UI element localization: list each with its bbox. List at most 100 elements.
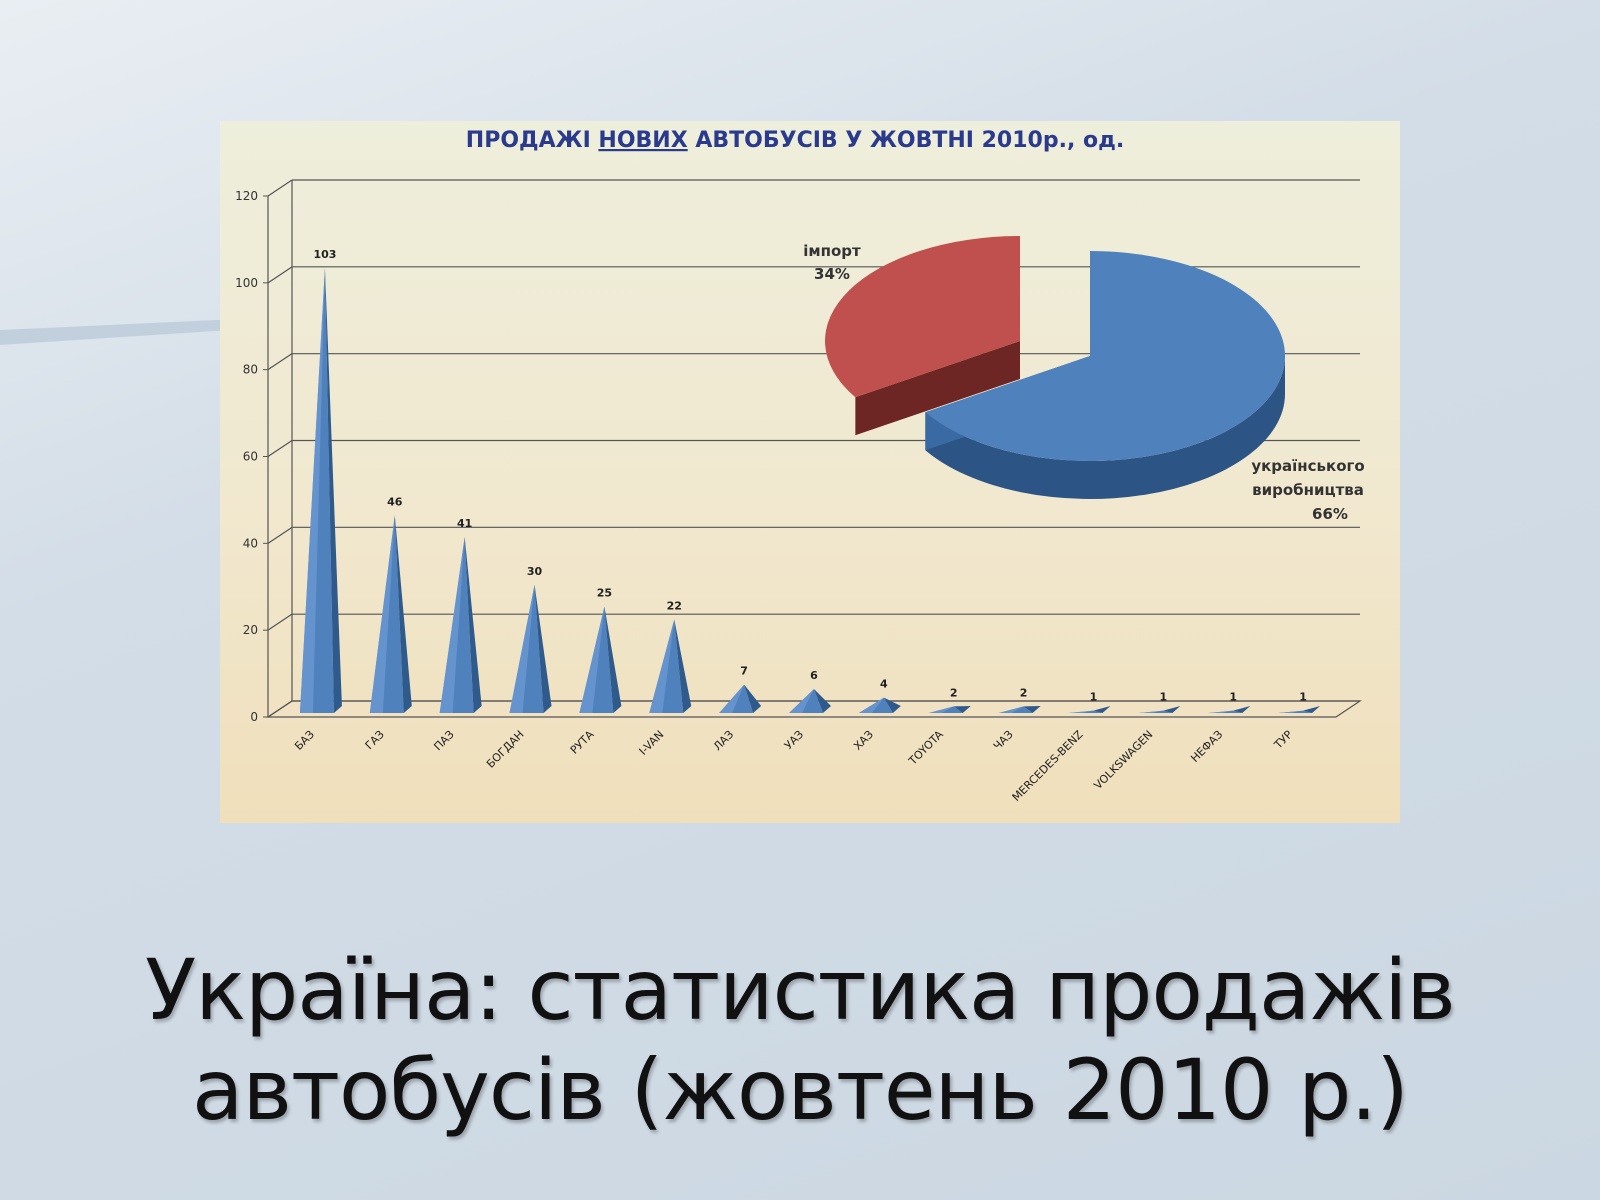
bar-highlight bbox=[928, 706, 954, 713]
gridline-depth bbox=[267, 179, 293, 197]
x-tick-label: ПАЗ bbox=[431, 728, 456, 753]
x-tick-label: ЛАЗ bbox=[711, 728, 736, 753]
bar bbox=[579, 606, 622, 713]
y-tick-label: 40 bbox=[243, 536, 258, 550]
x-tick-label: I-VAN bbox=[637, 728, 667, 758]
data-label: 1 bbox=[1299, 691, 1307, 704]
gridline-depth bbox=[267, 526, 293, 544]
bar-highlight bbox=[789, 688, 814, 713]
pie-label-ua-value: 66% bbox=[1312, 505, 1348, 523]
bar bbox=[509, 584, 552, 713]
chart-title-part3: АВТОБУСІВ У ЖОВТНІ 2010р., од. bbox=[688, 128, 1125, 153]
slide-title: Україна: статистика продажів автобусів (… bbox=[0, 940, 1600, 1140]
chart-title-part2-underlined: НОВИХ bbox=[598, 128, 687, 153]
bar-side-face bbox=[883, 697, 901, 713]
x-tick-label: БОГДАН bbox=[484, 728, 527, 771]
slide-title-line2: автобусів (жовтень 2010 р.) bbox=[192, 1041, 1409, 1139]
bar-highlight bbox=[579, 606, 605, 713]
slide-title-line1: Україна: статистика продажів bbox=[145, 941, 1456, 1039]
bar-side-face bbox=[1233, 706, 1251, 713]
bar bbox=[1068, 706, 1111, 713]
x-tick-label: TOYOTA bbox=[906, 728, 947, 769]
chart-title: ПРОДАЖІ НОВИХ АВТОБУСІВ У ЖОВТНІ 2010р.,… bbox=[466, 128, 1124, 153]
x-tick-label: УАЗ bbox=[782, 728, 806, 752]
pie-label-import-value: 34% bbox=[814, 265, 850, 283]
y-tick-label: 20 bbox=[243, 623, 258, 637]
data-label: 22 bbox=[667, 599, 682, 612]
pie-slice-ua bbox=[925, 251, 1286, 461]
bar-side-face bbox=[1303, 706, 1321, 713]
bar-side-face bbox=[324, 267, 342, 713]
data-label: 2 bbox=[1020, 686, 1028, 699]
bar bbox=[789, 688, 831, 713]
pie-label-import-name: імпорт bbox=[803, 242, 861, 260]
data-label: 1 bbox=[1229, 691, 1237, 704]
bar-highlight bbox=[858, 697, 884, 713]
bar-highlight bbox=[369, 515, 395, 713]
chart-title-part1: ПРОДАЖІ bbox=[466, 128, 599, 153]
bar bbox=[1278, 706, 1321, 713]
data-label: 6 bbox=[810, 669, 818, 682]
gridline-depth bbox=[267, 266, 293, 284]
bar bbox=[858, 697, 901, 713]
x-tick-label: БАЗ bbox=[292, 728, 317, 753]
y-tick-label: 100 bbox=[235, 276, 258, 290]
bar-side-face bbox=[814, 688, 831, 713]
bar bbox=[998, 706, 1041, 713]
data-label: 4 bbox=[880, 678, 888, 691]
data-label: 41 bbox=[457, 517, 472, 530]
chart-panel: ПРОДАЖІ НОВИХ АВТОБУСІВ У ЖОВТНІ 2010р.,… bbox=[220, 121, 1400, 823]
bar-chart: ПРОДАЖІ НОВИХ АВТОБУСІВ У ЖОВТНІ 2010р.,… bbox=[235, 128, 1365, 804]
bar-side-face bbox=[604, 606, 622, 713]
bar bbox=[719, 684, 762, 713]
x-tick-label: РУТА bbox=[568, 728, 597, 757]
gridline-depth bbox=[267, 440, 293, 457]
data-label: 1 bbox=[1090, 691, 1098, 704]
bar bbox=[649, 619, 692, 713]
bar-side-face bbox=[1023, 706, 1041, 713]
bar-side-face bbox=[1093, 706, 1111, 713]
bar-side-face bbox=[394, 515, 412, 713]
pie-chart: імпорт 34% українського виробництва 66% bbox=[803, 236, 1365, 523]
bar-side-face bbox=[1163, 706, 1181, 713]
y-tick-label: 60 bbox=[243, 450, 258, 464]
bar-highlight bbox=[509, 584, 535, 713]
bar-highlight bbox=[998, 706, 1024, 713]
data-label: 103 bbox=[313, 248, 336, 261]
x-tick-label: MERCEDES-BENZ bbox=[1010, 728, 1086, 804]
data-label: 30 bbox=[527, 565, 543, 578]
bar-highlight bbox=[1278, 710, 1304, 713]
bar-side-face bbox=[464, 536, 482, 713]
bar bbox=[1208, 706, 1251, 713]
bar bbox=[439, 536, 482, 713]
bar bbox=[299, 267, 342, 713]
x-tick-label: VOLKSWAGEN bbox=[1091, 728, 1155, 792]
x-tick-label: ЧАЗ bbox=[991, 728, 1016, 753]
bar bbox=[369, 515, 412, 713]
pie-slice-ua-side bbox=[925, 356, 1286, 499]
y-tick-label: 80 bbox=[243, 363, 258, 377]
pie-slice-import bbox=[825, 236, 1020, 398]
y-tick-label: 120 bbox=[235, 189, 258, 203]
bar-highlight bbox=[1138, 710, 1164, 713]
bar bbox=[1138, 706, 1181, 713]
bar-side-face bbox=[744, 684, 762, 713]
chart-floor bbox=[266, 700, 1362, 718]
x-tick-label: НЕФАЗ bbox=[1188, 728, 1225, 765]
bar-highlight bbox=[439, 536, 465, 713]
data-label: 2 bbox=[950, 686, 958, 699]
bar-side-face bbox=[953, 706, 971, 713]
bar-side-face bbox=[534, 584, 552, 713]
data-label: 1 bbox=[1160, 691, 1168, 704]
data-label: 7 bbox=[740, 665, 748, 678]
gridline-depth bbox=[267, 613, 293, 631]
y-tick-label: 0 bbox=[250, 710, 258, 724]
data-label: 46 bbox=[387, 495, 403, 508]
bar-side-face bbox=[674, 619, 692, 713]
bar-highlight bbox=[649, 619, 675, 713]
bar bbox=[928, 706, 971, 713]
x-tick-label: ГАЗ bbox=[363, 728, 387, 752]
pie-label-ua-name-2: виробництва bbox=[1252, 481, 1364, 499]
data-label: 25 bbox=[597, 586, 612, 599]
